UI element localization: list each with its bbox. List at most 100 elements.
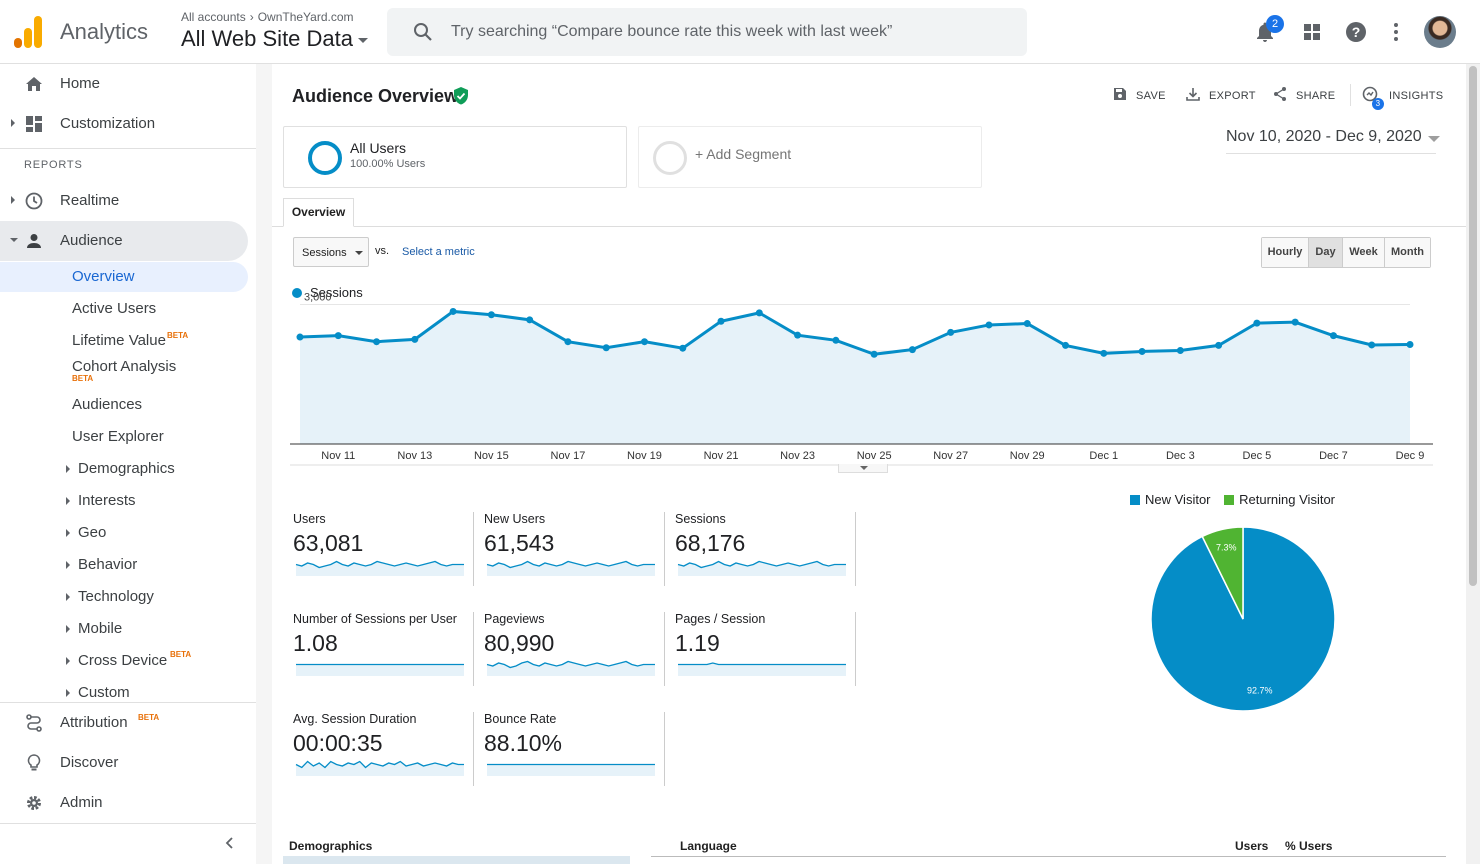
metric-pageviews[interactable]: Pageviews 80,990: [484, 612, 666, 688]
legend-swatch: [1224, 495, 1235, 505]
sidebar-item-audiences[interactable]: Audiences: [0, 390, 248, 420]
metric-sessions[interactable]: Sessions 68,176: [675, 512, 857, 588]
sidebar-item-behavior[interactable]: Behavior: [0, 550, 248, 580]
avatar[interactable]: [1424, 16, 1456, 48]
sidebar-item-attribution[interactable]: Attribution BETA: [0, 703, 248, 743]
segment-all-users[interactable]: All Users 100.00% Users: [283, 126, 627, 188]
segment-ring-icon: [653, 141, 687, 175]
data-point[interactable]: [1368, 341, 1376, 349]
sidebar-item-active-users[interactable]: Active Users: [0, 294, 248, 324]
date-range-picker[interactable]: Nov 10, 2020 - Dec 9, 2020: [1226, 128, 1436, 154]
data-point[interactable]: [908, 346, 916, 354]
select-metric-link[interactable]: Select a metric: [402, 246, 475, 258]
data-point[interactable]: [832, 336, 840, 344]
chart-resize-handle[interactable]: [838, 464, 888, 473]
granularity-week[interactable]: Week: [1342, 238, 1384, 267]
data-point[interactable]: [564, 338, 572, 346]
pie-slice-returning-visitor[interactable]: [1201, 526, 1244, 620]
scrollbar[interactable]: [1466, 64, 1480, 864]
data-point[interactable]: [679, 344, 687, 352]
x-tick-label: Nov 23: [780, 450, 815, 462]
scrollbar-thumb[interactable]: [1469, 66, 1477, 586]
sidebar-item-custom[interactable]: Custom: [0, 678, 248, 708]
sidebar-item-demographics[interactable]: Demographics: [0, 454, 248, 484]
add-segment-button[interactable]: + Add Segment: [638, 126, 982, 188]
data-point[interactable]: [449, 307, 457, 315]
data-point[interactable]: [1253, 319, 1261, 327]
data-point[interactable]: [1062, 341, 1070, 349]
chevron-down-icon[interactable]: [358, 38, 368, 43]
data-point[interactable]: [1023, 320, 1031, 328]
data-point[interactable]: [1329, 332, 1337, 340]
metric-sessions-per-user[interactable]: Number of Sessions per User 1.08: [293, 612, 475, 688]
search-bar[interactable]: Try searching “Compare bounce rate this …: [387, 8, 1027, 56]
granularity-toggle: Hourly Day Week Month: [1261, 237, 1431, 268]
data-point[interactable]: [296, 333, 304, 341]
tab-overview[interactable]: Overview: [283, 198, 354, 227]
metric-selector[interactable]: Sessions: [293, 237, 369, 267]
caret-down-icon: [10, 238, 18, 242]
sidebar-item-discover[interactable]: Discover: [0, 743, 248, 783]
granularity-hourly[interactable]: Hourly: [1262, 238, 1308, 267]
metric-users[interactable]: Users 63,081: [293, 512, 475, 588]
data-point[interactable]: [1291, 318, 1299, 326]
data-point[interactable]: [1406, 340, 1414, 348]
sidebar-item-geo[interactable]: Geo: [0, 518, 248, 548]
legend-new-visitor[interactable]: New Visitor: [1130, 492, 1211, 507]
analytics-logo[interactable]: [14, 14, 44, 48]
sidebar-item-user-explorer[interactable]: User Explorer: [0, 422, 248, 452]
legend-returning-visitor[interactable]: Returning Visitor: [1224, 492, 1335, 507]
sidebar-item-home[interactable]: Home: [0, 64, 248, 104]
legend-label: Returning Visitor: [1239, 492, 1336, 507]
sidebar-item-realtime[interactable]: Realtime: [0, 181, 248, 221]
data-point[interactable]: [640, 338, 648, 346]
data-point[interactable]: [1100, 349, 1108, 357]
sidebar-item-admin[interactable]: Admin: [0, 783, 248, 823]
data-point[interactable]: [526, 316, 534, 324]
sidebar-item-customization[interactable]: Customization: [0, 104, 248, 144]
visitor-pie-chart[interactable]: 92.7% 7.3%: [1148, 524, 1338, 714]
data-point[interactable]: [947, 328, 955, 336]
data-point[interactable]: [1138, 347, 1146, 355]
more-vert-icon[interactable]: [1384, 20, 1408, 44]
collapse-sidebar-icon[interactable]: [222, 835, 238, 851]
data-point[interactable]: [373, 338, 381, 346]
view-selector[interactable]: All Web Site Data: [181, 26, 354, 51]
search-input[interactable]: Try searching “Compare bounce rate this …: [451, 23, 893, 40]
granularity-day[interactable]: Day: [1308, 238, 1342, 267]
data-point[interactable]: [1215, 341, 1223, 349]
sparkline-line: [295, 560, 464, 569]
data-point[interactable]: [602, 344, 610, 352]
metric-bounce-rate[interactable]: Bounce Rate 88.10%: [484, 712, 666, 788]
sidebar-item-overview[interactable]: Overview: [0, 262, 248, 292]
help-icon[interactable]: ?: [1344, 20, 1368, 44]
sidebar-item-label: Realtime: [60, 192, 120, 209]
data-point[interactable]: [717, 317, 725, 325]
account-breadcrumb[interactable]: All accounts › OwnTheYard.com: [181, 10, 354, 24]
caret-right-icon: [66, 657, 70, 665]
sidebar-item-lifetime-value[interactable]: Lifetime Value BETA: [0, 326, 248, 356]
data-point[interactable]: [1176, 347, 1184, 355]
data-point[interactable]: [985, 321, 993, 329]
data-point[interactable]: [794, 331, 802, 339]
granularity-month[interactable]: Month: [1384, 238, 1430, 267]
metric-pages-per-session[interactable]: Pages / Session 1.19: [675, 612, 857, 688]
sidebar-item-interests[interactable]: Interests: [0, 486, 248, 516]
sidebar-item-technology[interactable]: Technology: [0, 582, 248, 612]
apps-grid-icon[interactable]: [1300, 20, 1324, 44]
all-accounts-link[interactable]: All accounts: [181, 10, 246, 24]
data-point[interactable]: [755, 309, 763, 317]
data-point[interactable]: [411, 335, 419, 343]
metric-new-users[interactable]: New Users 61,543: [484, 512, 666, 588]
metric-avg-session-duration[interactable]: Avg. Session Duration 00:00:35: [293, 712, 475, 788]
data-point[interactable]: [487, 311, 495, 319]
sidebar-item-mobile[interactable]: Mobile: [0, 614, 248, 644]
chevron-down-icon[interactable]: [1428, 136, 1440, 142]
sidebar-item-cross-device[interactable]: Cross Device BETA: [0, 646, 248, 676]
sidebar-item-audience[interactable]: Audience: [0, 221, 248, 261]
sidebar-item-cohort-analysis[interactable]: Cohort Analysis BETA: [0, 352, 248, 383]
data-point[interactable]: [334, 332, 342, 340]
account-name[interactable]: OwnTheYard.com: [257, 10, 354, 24]
data-point[interactable]: [870, 350, 878, 358]
